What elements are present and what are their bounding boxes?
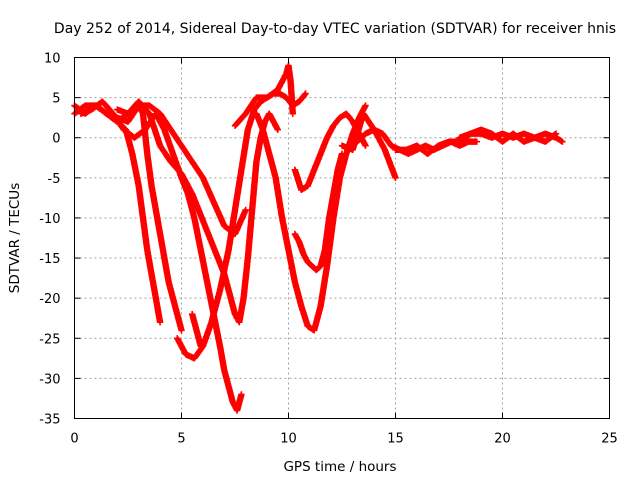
y-tick-label: -10 [39, 212, 60, 227]
series-track-o [456, 126, 560, 145]
x-tick-label: 15 [387, 432, 404, 447]
x-tick-label: 25 [601, 432, 618, 447]
y-tick-label: -5 [48, 172, 61, 187]
x-tick-label: 5 [177, 432, 185, 447]
y-tick-label: 5 [52, 92, 60, 107]
series-track-a [71, 102, 164, 326]
y-tick-label: -35 [39, 413, 60, 428]
series-track-h [231, 62, 296, 129]
y-axis-label: SDTVAR / TECUs [7, 183, 23, 293]
plot-frame [74, 57, 610, 419]
y-tick-label: -20 [39, 292, 60, 307]
y-tick-label: -30 [39, 372, 60, 387]
x-axis-label: GPS time / hours [283, 459, 396, 475]
data-marks [189, 311, 204, 350]
series-track-k [291, 150, 346, 274]
x-tick-label: 20 [494, 432, 511, 447]
data-marks [231, 62, 296, 129]
y-tick-label: 10 [44, 52, 61, 67]
data-marks [253, 102, 369, 334]
data-marks [456, 126, 560, 145]
data-marks [71, 102, 164, 326]
series-track-d [103, 102, 249, 238]
y-tick-label: -25 [39, 332, 60, 347]
data-layer [71, 62, 566, 414]
series-track-g [189, 311, 204, 350]
y-tick-label: -15 [39, 252, 60, 267]
data-marks [392, 130, 566, 157]
data-marks [103, 102, 249, 238]
series-track-i [253, 102, 369, 334]
data-marks [291, 150, 346, 274]
series-track-n [392, 130, 566, 157]
x-tick-label: 10 [280, 432, 297, 447]
y-tick-label: 0 [52, 132, 60, 147]
x-tick-label: 0 [70, 432, 78, 447]
axes-ticks: 0 5 10 15 20 25 10 5 0 -5 -10 -15 -20 -25 -30 -35 [39, 52, 618, 447]
chart-title: Day 252 of 2014, Sidereal Day-to-day VTE… [54, 21, 616, 37]
